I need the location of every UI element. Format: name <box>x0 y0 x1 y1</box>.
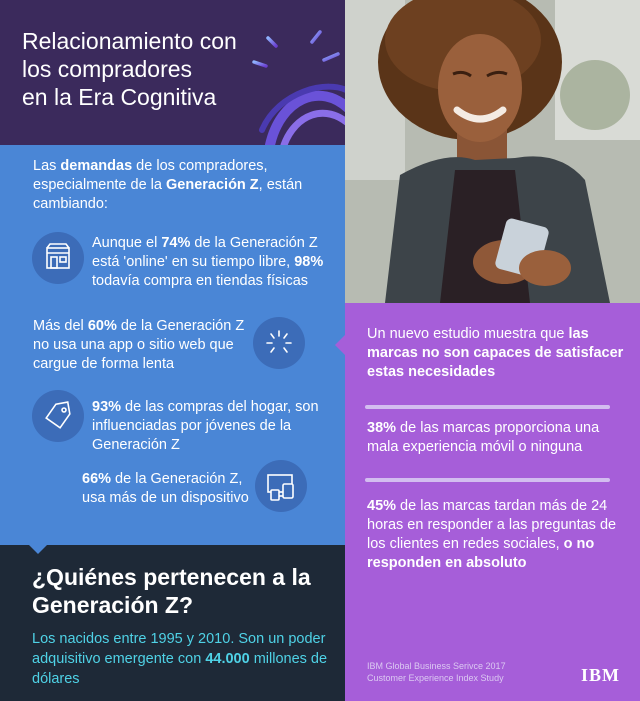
stat-multiple-devices: 66% de la Generación Z, usa más de un di… <box>82 471 249 506</box>
price-tag-icon <box>32 390 84 442</box>
divider <box>365 478 610 482</box>
brands-study-panel: Un nuevo estudio muestra que las marcas … <box>335 303 640 701</box>
photo-illustration <box>345 0 640 303</box>
page-title: Relacionamiento con los compradores en l… <box>22 27 252 111</box>
title-line-1: Relacionamiento con <box>22 28 237 54</box>
devices-icon <box>255 460 307 512</box>
gen-z-demands-panel: Las demandas de los compradores, especia… <box>0 145 345 545</box>
stat-online-shopping: Aunque el 74% de la Generación Z está 'o… <box>92 235 324 289</box>
stat-slow-loading: Más del 60% de la Generación Z no usa un… <box>33 318 245 372</box>
cognitive-swirl-graphic <box>252 20 345 145</box>
woman-smartphone-photo <box>345 0 640 303</box>
stat-social-response: 45% de las marcas tardan más de 24 horas… <box>367 498 617 571</box>
source-citation: IBM Global Business Serivce 2017 Custome… <box>367 661 506 683</box>
divider <box>365 405 610 409</box>
study-intro-text: Un nuevo estudio muestra que las marcas … <box>367 326 624 380</box>
who-is-gen-z-panel: ¿Quiénes pertenecen a la Generación Z? L… <box>0 544 345 701</box>
stat-household-purchases: 93% de las compras del hogar, son influe… <box>92 399 319 453</box>
panel-pointer <box>335 335 345 355</box>
gen-z-definition-text: Los nacidos entre 1995 y 2010. Son un po… <box>32 631 328 687</box>
ibm-logo: IBM <box>581 665 620 685</box>
loading-spinner-icon <box>253 317 305 369</box>
header-section: Relacionamiento con los compradores en l… <box>0 0 345 145</box>
demands-intro-text: Las demandas de los compradores, especia… <box>33 158 303 212</box>
title-line-2: los compradores <box>22 56 193 82</box>
title-line-3: en la Era Cognitiva <box>22 84 217 110</box>
storefront-icon <box>32 232 84 284</box>
gen-z-question-title: ¿Quiénes pertenecen a la Generación Z? <box>32 564 311 618</box>
panel-pointer <box>28 544 48 554</box>
stat-mobile-experience: 38% de las marcas proporciona una mala e… <box>367 420 600 455</box>
